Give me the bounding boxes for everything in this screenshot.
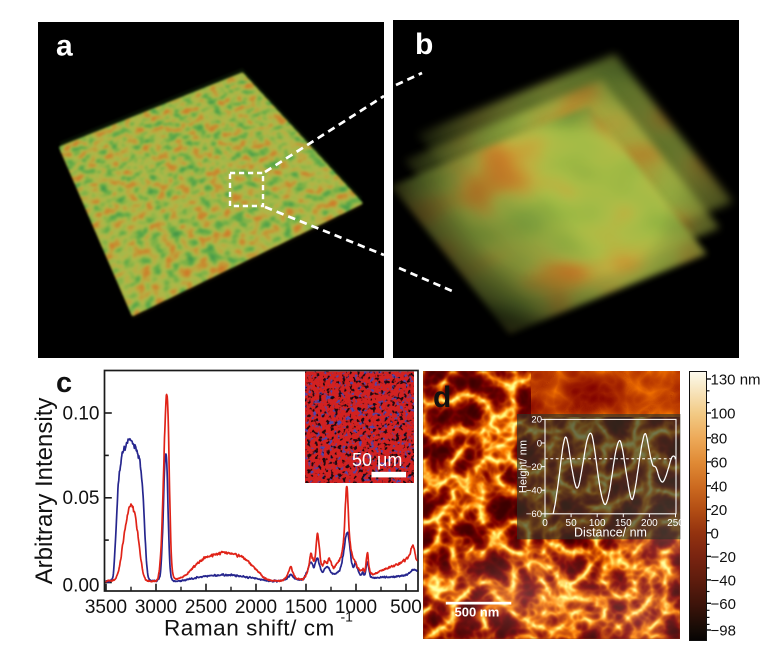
svg-text:-1: -1 [341,609,354,625]
svg-text:500 nm: 500 nm [455,605,500,620]
svg-text:500: 500 [390,597,422,618]
svg-text:0.00: 0.00 [63,576,100,597]
svg-text:50 μm: 50 μm [352,450,402,470]
svg-text:100: 100 [589,518,606,529]
svg-text:50: 50 [566,518,578,529]
svg-text:Raman shift/ cm: Raman shift/ cm [164,616,335,641]
svg-text:c: c [56,367,72,399]
svg-text:130 nm: 130 nm [711,372,761,389]
svg-text:250: 250 [667,518,684,529]
svg-text:0.05: 0.05 [63,488,100,509]
svg-text:3000: 3000 [135,597,177,618]
svg-text:0: 0 [542,518,548,529]
svg-text:100: 100 [711,406,736,423]
svg-text:2500: 2500 [185,597,227,618]
svg-text:d: d [433,381,451,414]
svg-text:Arbitrary Intensity: Arbitrary Intensity [31,398,58,585]
svg-text:40: 40 [711,478,728,495]
svg-text:−20: −20 [526,462,542,473]
svg-text:b: b [415,28,433,61]
svg-text:0: 0 [537,438,542,449]
svg-text:3500: 3500 [85,597,127,618]
svg-text:20: 20 [531,415,542,426]
svg-text:60: 60 [711,454,728,471]
svg-text:200: 200 [641,518,658,529]
svg-text:−60: −60 [526,509,542,520]
svg-text:−20: −20 [711,549,736,566]
svg-text:1500: 1500 [285,597,327,618]
svg-text:80: 80 [711,430,728,447]
svg-text:20: 20 [711,502,728,519]
svg-text:0: 0 [711,525,719,542]
svg-text:0.10: 0.10 [63,404,100,425]
svg-text:−98: −98 [711,623,736,640]
svg-text:−60: −60 [711,596,736,613]
svg-text:Distance/ nm: Distance/ nm [574,526,647,540]
svg-text:−40: −40 [526,486,542,497]
svg-text:1000: 1000 [335,597,377,618]
svg-text:Height/ nm: Height/ nm [518,440,530,493]
svg-text:a: a [56,30,73,63]
svg-text:−40: −40 [711,572,736,589]
svg-text:2000: 2000 [235,597,277,618]
svg-text:150: 150 [615,518,632,529]
